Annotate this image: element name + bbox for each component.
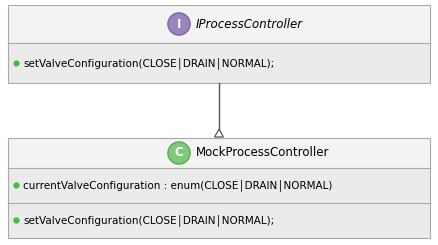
Text: setValveConfiguration(CLOSE│DRAIN│NORMAL);: setValveConfiguration(CLOSE│DRAIN│NORMAL… xyxy=(23,215,274,226)
Text: MockProcessController: MockProcessController xyxy=(195,147,329,159)
FancyBboxPatch shape xyxy=(8,168,429,238)
Text: setValveConfiguration(CLOSE│DRAIN│NORMAL);: setValveConfiguration(CLOSE│DRAIN│NORMAL… xyxy=(23,57,274,69)
FancyBboxPatch shape xyxy=(8,43,429,83)
Circle shape xyxy=(168,142,190,164)
Text: currentValveConfiguration : enum(CLOSE│DRAIN│NORMAL): currentValveConfiguration : enum(CLOSE│D… xyxy=(23,180,332,191)
Text: IProcessController: IProcessController xyxy=(195,17,302,30)
Polygon shape xyxy=(214,129,223,137)
FancyBboxPatch shape xyxy=(8,138,429,168)
Text: C: C xyxy=(174,147,183,159)
Circle shape xyxy=(168,13,190,35)
FancyBboxPatch shape xyxy=(8,5,429,43)
Text: I: I xyxy=(177,17,181,30)
